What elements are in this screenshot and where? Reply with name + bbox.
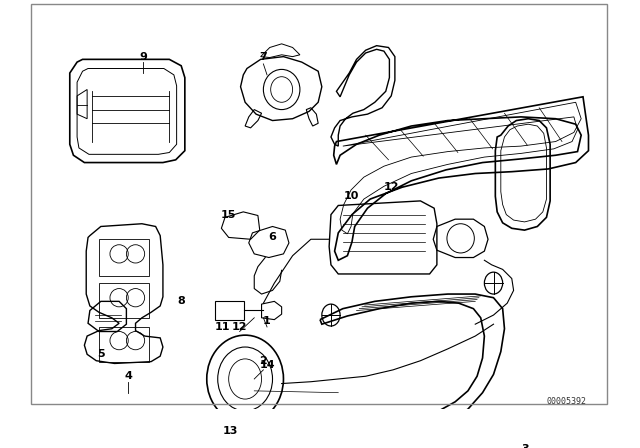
Bar: [99, 327, 149, 362]
Text: 2: 2: [259, 356, 268, 366]
Text: 10: 10: [344, 191, 359, 201]
Text: 3: 3: [522, 444, 529, 448]
Text: 12: 12: [383, 182, 399, 192]
Text: 1: 1: [263, 316, 271, 327]
Text: 12: 12: [232, 322, 248, 332]
Text: 6: 6: [269, 233, 276, 242]
Text: 7: 7: [259, 52, 268, 62]
Text: 13: 13: [223, 426, 238, 436]
Text: 15: 15: [221, 210, 236, 220]
Text: 14: 14: [259, 360, 275, 370]
Text: 5: 5: [97, 349, 105, 359]
Text: 00005392: 00005392: [547, 397, 587, 406]
Text: 9: 9: [139, 52, 147, 62]
Bar: [215, 302, 244, 319]
Bar: [99, 239, 149, 276]
Text: 11: 11: [214, 322, 230, 332]
Text: 4: 4: [124, 371, 132, 381]
Bar: [99, 283, 149, 318]
Text: 8: 8: [177, 297, 185, 306]
